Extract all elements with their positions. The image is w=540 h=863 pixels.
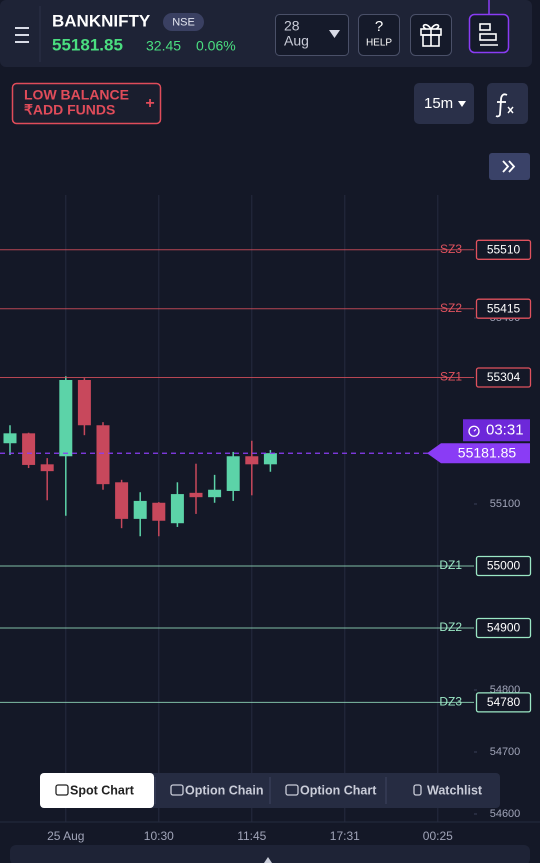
timer-icon bbox=[468, 425, 480, 437]
tab-label: Watchlist bbox=[427, 783, 483, 797]
x-tick-label: 00:25 bbox=[423, 829, 453, 843]
chart: 25 Aug 10:30 11:45 17:31 00:2554600547005480… bbox=[0, 195, 540, 843]
interval: 15m bbox=[424, 95, 453, 112]
interval-arrow bbox=[458, 101, 466, 107]
zone-value: 55415 bbox=[487, 301, 521, 315]
price: 55181.85 bbox=[52, 35, 123, 54]
tab[interactable] bbox=[40, 773, 154, 808]
zone-name: SZ3 bbox=[440, 242, 462, 256]
tab-icon bbox=[285, 784, 299, 796]
candle-body bbox=[152, 502, 166, 521]
candle-body bbox=[226, 456, 240, 491]
candle-body bbox=[189, 492, 203, 498]
funds-line1: LOW BALANCE bbox=[24, 87, 129, 103]
candle-body bbox=[22, 433, 36, 465]
zone-box bbox=[475, 239, 532, 260]
zone-name: DZ2 bbox=[439, 620, 462, 634]
funds-icon: + bbox=[145, 95, 154, 112]
layout-icon bbox=[479, 23, 498, 46]
y-tick-label: 55100 bbox=[490, 498, 521, 510]
add-funds-button[interactable] bbox=[11, 82, 162, 125]
candle-body bbox=[245, 456, 259, 465]
handle bbox=[264, 857, 272, 863]
last-price: 55181.85 bbox=[458, 444, 517, 460]
x-tick-label: 25 Aug bbox=[47, 829, 84, 843]
candle-body bbox=[96, 425, 110, 485]
funds-line2: ₹ADD FUNDS bbox=[24, 102, 115, 118]
zone-box bbox=[475, 617, 532, 639]
zone-name: DZ3 bbox=[439, 695, 462, 709]
zone-value: 55000 bbox=[487, 559, 521, 573]
candle-body bbox=[208, 489, 222, 498]
candle-body bbox=[59, 380, 73, 457]
zone-box bbox=[475, 367, 532, 388]
gift-icon bbox=[420, 23, 442, 47]
zone-value: 55510 bbox=[487, 242, 521, 256]
tab-label: Spot Chart bbox=[70, 783, 135, 797]
x-tick-label: 17:31 bbox=[330, 829, 360, 843]
tab-label: Option Chain bbox=[185, 783, 263, 797]
last-price-tag bbox=[427, 443, 530, 464]
interval-button[interactable] bbox=[414, 83, 474, 124]
zone-value: 54900 bbox=[487, 621, 521, 635]
dropdown-arrow bbox=[329, 30, 340, 38]
tab-label: Option Chart bbox=[300, 783, 377, 797]
candle-body bbox=[77, 380, 91, 426]
candle-body bbox=[40, 464, 54, 472]
timer-box bbox=[463, 419, 530, 442]
zone-value: 54780 bbox=[487, 695, 521, 709]
change-pct: 0.06% bbox=[196, 38, 236, 54]
change: 32.45 bbox=[146, 38, 181, 54]
date-day: 28 bbox=[284, 18, 300, 34]
zone-name: DZ1 bbox=[439, 558, 462, 572]
header-panel bbox=[0, 0, 532, 67]
candle-body bbox=[170, 494, 184, 524]
x-tick-label: 10:30 bbox=[144, 829, 174, 843]
indicator-button[interactable] bbox=[487, 83, 528, 124]
tab-icon bbox=[413, 784, 422, 796]
chevrons bbox=[502, 160, 516, 173]
zone-value: 55304 bbox=[487, 370, 521, 384]
tab-icon bbox=[170, 784, 184, 796]
tab-bar: Spot Chart Option Chain Option Chart Watchl… bbox=[40, 773, 500, 808]
candle-body bbox=[115, 482, 129, 519]
zone-box bbox=[475, 692, 532, 713]
candle-body bbox=[3, 433, 17, 444]
zone-name: SZ2 bbox=[440, 301, 462, 315]
y-tick-label: 54700 bbox=[490, 746, 521, 758]
help-label: HELP bbox=[366, 38, 392, 49]
candle-body bbox=[263, 453, 277, 465]
menu-icon[interactable] bbox=[15, 27, 29, 43]
exchange: NSE bbox=[172, 16, 195, 28]
timer: 03:31 bbox=[486, 422, 524, 439]
expand-button[interactable] bbox=[489, 153, 530, 180]
help-button[interactable] bbox=[358, 14, 400, 56]
help-icon: ? bbox=[375, 18, 383, 35]
date-month: Aug bbox=[284, 33, 309, 49]
y-tick-label: 54600 bbox=[490, 808, 521, 820]
fx-icon bbox=[495, 93, 514, 118]
zone-box bbox=[475, 555, 532, 577]
zone-box bbox=[475, 298, 532, 319]
bottom-panel bbox=[10, 845, 530, 863]
candle-body bbox=[133, 500, 147, 519]
timer-hand bbox=[473, 428, 477, 432]
tab-icon bbox=[55, 784, 69, 796]
zone-name: SZ1 bbox=[440, 370, 462, 384]
date-select[interactable] bbox=[275, 14, 349, 56]
x-tick-label: 11:45 bbox=[237, 829, 266, 843]
exchange-badge bbox=[163, 13, 204, 31]
symbol: BANKNIFTY bbox=[52, 11, 151, 30]
